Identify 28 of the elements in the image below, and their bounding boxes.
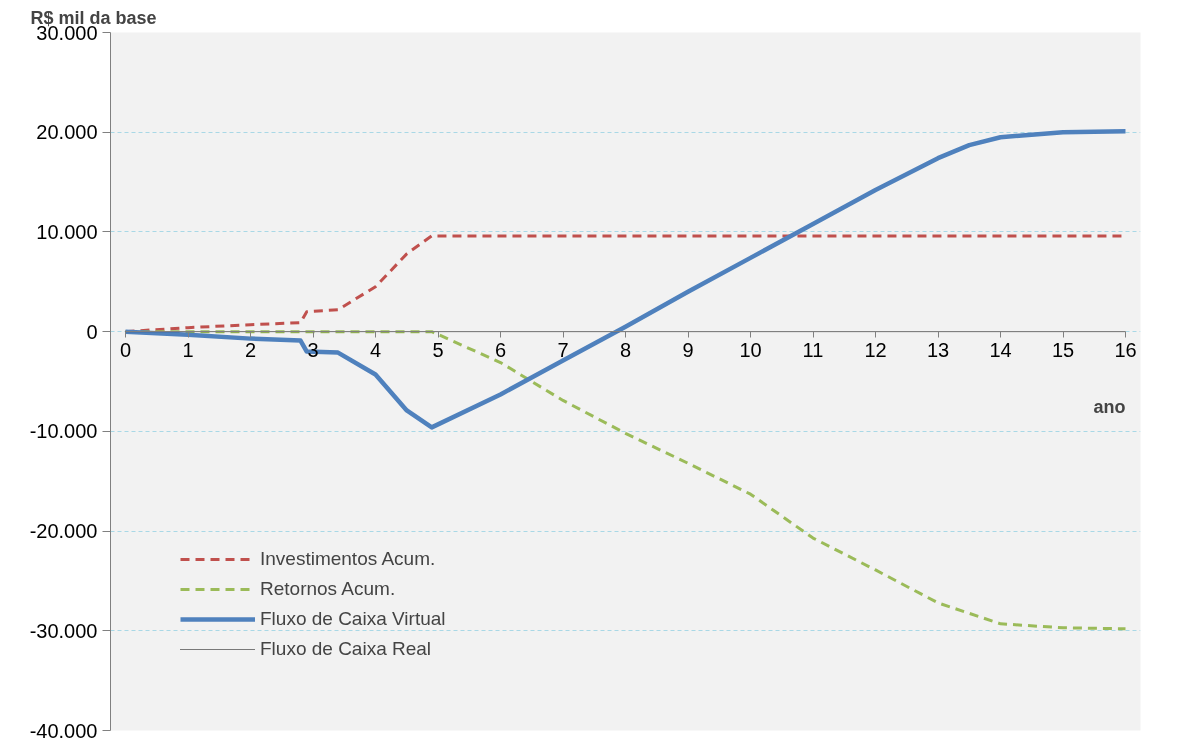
x-tick-label: 6 <box>494 338 507 361</box>
x-tick-label: 7 <box>557 338 569 361</box>
x-axis-title: ano <box>1093 396 1126 417</box>
x-tick-label: 14 <box>989 338 1012 361</box>
y-tick-label: 10.000 <box>36 220 98 243</box>
x-tick-label: 5 <box>432 338 444 361</box>
legend-label: Investimentos Acum. <box>260 548 436 570</box>
x-tick-label: 8 <box>619 338 632 361</box>
y-tick-label: -10.000 <box>29 420 98 443</box>
legend-label: Retornos Acum. <box>260 578 396 600</box>
y-tick-label: -40.000 <box>29 719 98 742</box>
y-tick-label: 20.000 <box>36 121 98 144</box>
y-tick-label: -20.000 <box>29 520 98 543</box>
x-tick-label: 12 <box>864 338 887 361</box>
x-tick-label: 4 <box>369 338 382 361</box>
x-tick-label: 1 <box>182 338 194 361</box>
x-tick-label: 16 <box>1114 338 1137 361</box>
x-tick-label: 9 <box>682 338 694 361</box>
x-tick-label: 2 <box>244 338 257 361</box>
y-tick-label: -30.000 <box>29 619 98 642</box>
y-tick-label: 0 <box>86 320 98 343</box>
legend-label: Fluxo de Caixa Virtual <box>260 608 446 630</box>
x-tick-label: 11 <box>802 338 824 361</box>
x-tick-label: 0 <box>119 338 132 361</box>
x-tick-label: 10 <box>739 338 762 361</box>
legend-label: Fluxo de Caixa Real <box>260 638 432 660</box>
x-tick-label: 15 <box>1051 338 1075 361</box>
x-tick-label: 13 <box>926 338 950 361</box>
